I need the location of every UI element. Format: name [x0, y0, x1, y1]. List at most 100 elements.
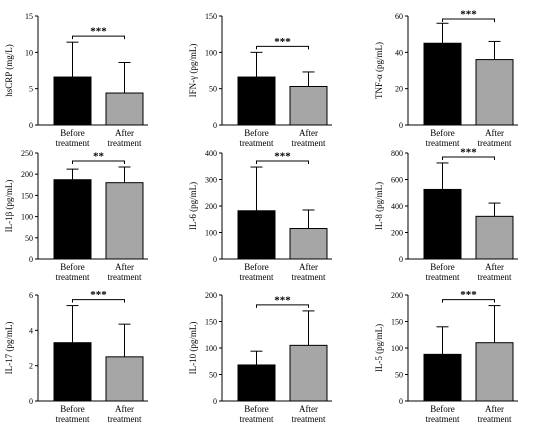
- x-category-label: After treatment: [478, 262, 512, 282]
- bar-before-treatment: [237, 210, 276, 260]
- y-tick-label: 200: [21, 170, 33, 179]
- y-tick-label: 100: [205, 344, 217, 353]
- significance-bracket: [72, 160, 125, 164]
- y-tick-label: 0: [213, 255, 217, 264]
- significance-marker: ***: [274, 294, 291, 306]
- y-axis-label: IL-10 (pg/mL): [188, 322, 198, 375]
- significance-marker: ***: [274, 36, 291, 48]
- x-category-label: After treatment: [478, 128, 512, 148]
- y-tick-label: 200: [391, 291, 403, 300]
- bar-before-treatment: [423, 42, 462, 126]
- y-tick-label: 300: [205, 176, 217, 185]
- significance-bracket: [256, 304, 309, 308]
- y-axis-label: IL-8 (pg/mL): [374, 182, 384, 230]
- significance-bracket: [442, 156, 495, 160]
- significance-marker: ***: [460, 146, 477, 158]
- bar-after-treatment: [105, 356, 144, 402]
- y-axis-label: IL-1β (pg/mL): [4, 180, 14, 233]
- y-tick-label: 60: [395, 12, 403, 21]
- significance-marker: ***: [460, 289, 477, 301]
- y-tick-label: 150: [391, 318, 403, 327]
- significance-marker: ***: [460, 9, 477, 21]
- y-tick-label: 200: [205, 291, 217, 300]
- y-axis-label: IFN-γ (pg/mL): [188, 44, 198, 98]
- bar-before-treatment: [237, 364, 276, 402]
- bar-after-treatment: [105, 182, 144, 260]
- y-tick-label: 20: [395, 85, 403, 94]
- chart-panel-2: IFN-γ (pg/mL) 0 50 100 150 Before treatment Aft…: [188, 12, 332, 148]
- significance-marker: ***: [90, 26, 107, 38]
- bar-after-treatment: [475, 59, 514, 126]
- x-category-label: Before treatment: [240, 128, 274, 148]
- significance-marker: **: [93, 150, 105, 162]
- y-tick-label: 4: [29, 326, 33, 335]
- x-category-label: Before treatment: [426, 404, 460, 423]
- significance-bracket: [256, 45, 309, 50]
- y-tick-label: 200: [205, 202, 217, 211]
- y-tick-label: 5: [29, 85, 33, 94]
- bar-after-treatment: [475, 215, 514, 260]
- y-tick-label: 50: [25, 234, 33, 243]
- significance-bracket: [256, 160, 309, 165]
- y-tick-label: 100: [205, 229, 217, 238]
- x-category-label: After treatment: [292, 128, 326, 148]
- chart-panel-9: IL-5 (pg/mL) 0 50 100 150 200 Before treatment A…: [374, 289, 518, 423]
- y-tick-label: 50: [209, 371, 217, 380]
- y-tick-label: 400: [205, 149, 217, 158]
- y-tick-label: 2: [29, 362, 33, 371]
- bar-before-treatment: [53, 342, 92, 402]
- y-tick-label: 0: [399, 255, 403, 264]
- x-category-label: Before treatment: [240, 262, 274, 282]
- y-tick-label: 0: [29, 255, 33, 264]
- x-category-label: After treatment: [478, 404, 512, 423]
- y-tick-label: 100: [391, 344, 403, 353]
- x-category-label: Before treatment: [426, 128, 460, 148]
- chart-panel-4: IL-1β (pg/mL) 0 50 100 150 200 250 Before treatm…: [4, 149, 148, 282]
- chart-panel-5: IL-6 (pg/mL) 0 100 200 300 400 Before treatment…: [188, 149, 332, 282]
- y-tick-label: 0: [29, 397, 33, 406]
- significance-marker: ***: [90, 289, 107, 301]
- y-tick-label: 200: [391, 229, 403, 238]
- bar-before-treatment: [423, 353, 462, 402]
- chart-panel-1: hsCRP (mg/L) 0 5 10 15 Before treatment After tr…: [4, 12, 148, 148]
- bar-after-treatment: [289, 228, 328, 260]
- y-axis-label: TNF-α (pg/mL): [374, 42, 384, 99]
- y-axis-label: IL-17 (pg/mL): [4, 322, 14, 375]
- bar-before-treatment: [53, 179, 92, 260]
- x-category-label: After treatment: [108, 262, 142, 282]
- x-category-label: After treatment: [292, 404, 326, 423]
- significance-bracket: [442, 299, 495, 303]
- y-tick-label: 100: [205, 48, 217, 57]
- y-tick-label: 250: [21, 149, 33, 158]
- x-category-label: Before treatment: [56, 128, 90, 148]
- chart-panel-3: TNF-α (pg/mL) 0 20 40 60 Before treatment After…: [374, 9, 518, 148]
- significance-marker: ***: [274, 151, 291, 163]
- y-tick-label: 150: [21, 191, 33, 200]
- y-tick-label: 50: [395, 371, 403, 380]
- significance-bracket: [442, 18, 495, 22]
- y-tick-label: 400: [391, 202, 403, 211]
- bar-before-treatment: [53, 76, 92, 126]
- y-axis-label: hsCRP (mg/L): [4, 44, 14, 96]
- y-tick-label: 0: [29, 121, 33, 130]
- y-tick-label: 100: [21, 213, 33, 222]
- y-tick-label: 150: [205, 12, 217, 21]
- y-tick-label: 150: [205, 318, 217, 327]
- chart-panel-6: IL-8 (pg/mL) 0 200 400 600 800 Before treatment…: [374, 146, 518, 282]
- y-tick-label: 0: [399, 397, 403, 406]
- y-axis-label: IL-6 (pg/mL): [188, 182, 198, 230]
- x-category-label: After treatment: [108, 128, 142, 148]
- bar-before-treatment: [423, 188, 462, 260]
- x-category-label: After treatment: [108, 404, 142, 423]
- y-tick-label: 0: [213, 397, 217, 406]
- bar-before-treatment: [237, 76, 276, 126]
- x-category-label: Before treatment: [56, 404, 90, 423]
- significance-bracket: [72, 299, 125, 303]
- bar-after-treatment: [475, 342, 514, 402]
- x-category-label: Before treatment: [240, 404, 274, 423]
- y-tick-label: 0: [213, 121, 217, 130]
- x-category-label: Before treatment: [426, 262, 460, 282]
- y-tick-label: 600: [391, 176, 403, 185]
- y-tick-label: 50: [209, 85, 217, 94]
